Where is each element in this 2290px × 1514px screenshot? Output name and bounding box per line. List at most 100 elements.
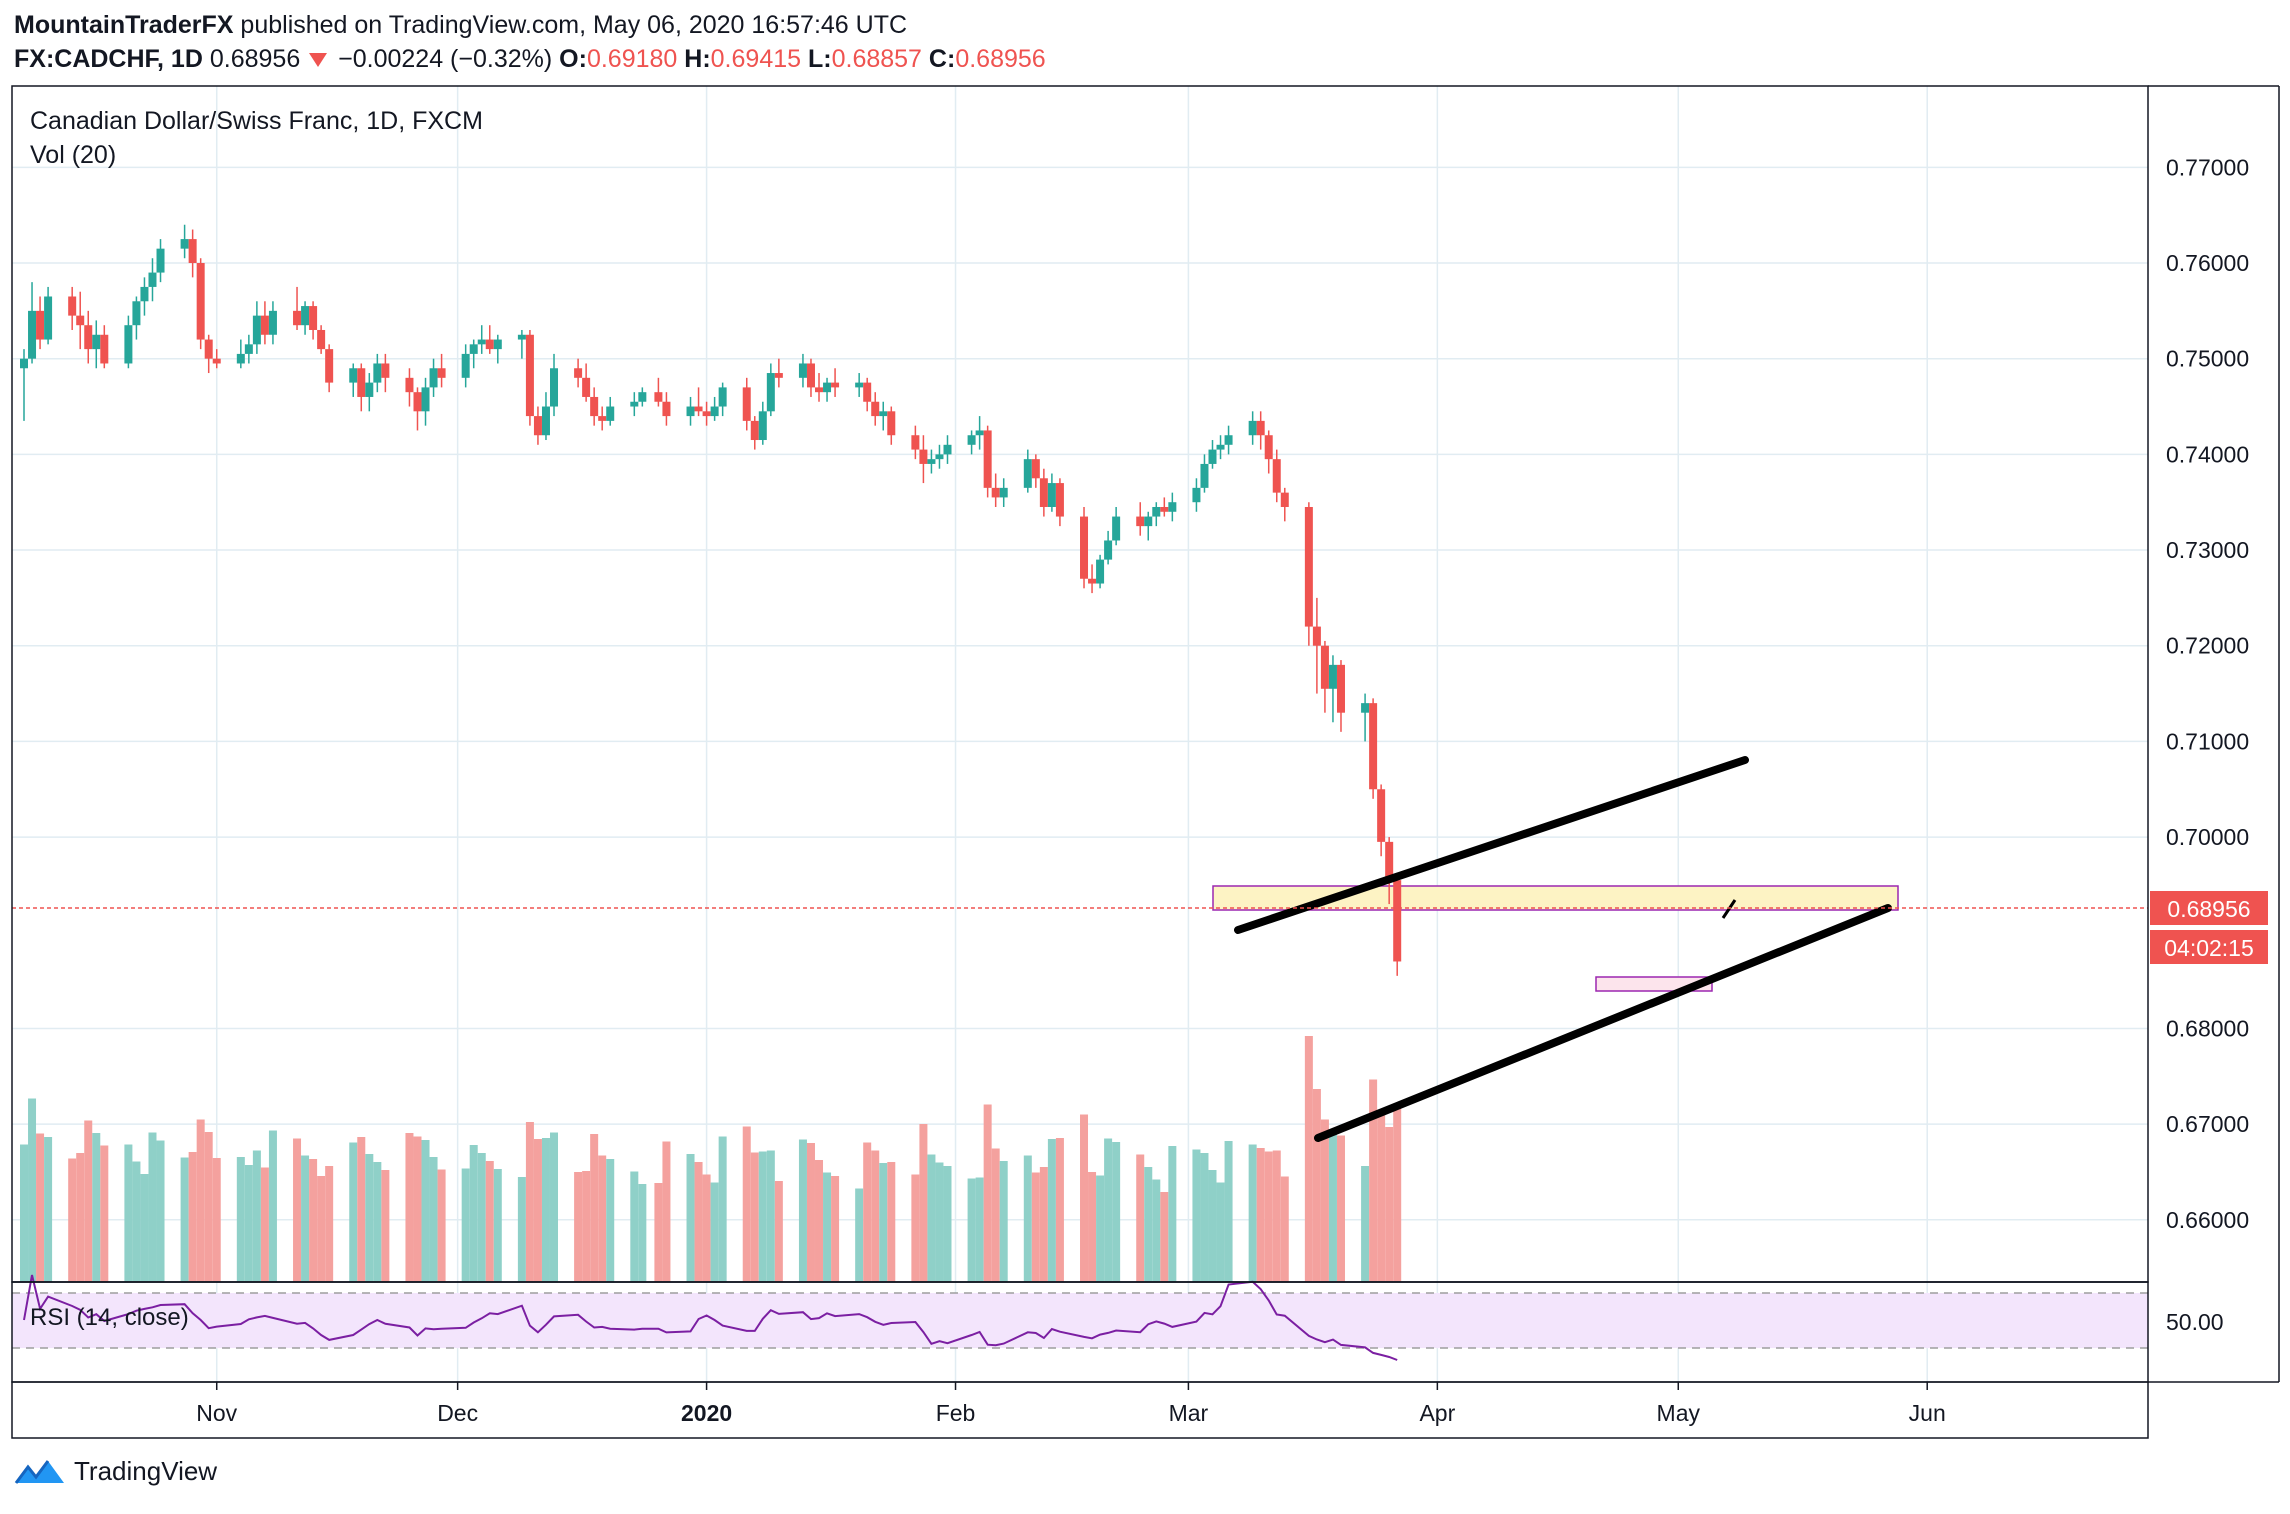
candle-body[interactable] bbox=[1248, 420, 1257, 436]
candle-body[interactable] bbox=[855, 382, 864, 388]
candle-body[interactable] bbox=[1224, 435, 1233, 445]
candle-body[interactable] bbox=[1336, 664, 1345, 713]
footer-brand[interactable]: TradingView bbox=[14, 1456, 217, 1487]
candle-body[interactable] bbox=[92, 334, 101, 350]
candle-body[interactable] bbox=[405, 377, 414, 393]
candle-body[interactable] bbox=[180, 239, 189, 249]
candle-body[interactable] bbox=[999, 487, 1008, 498]
candle-body[interactable] bbox=[260, 315, 269, 335]
candle-body[interactable] bbox=[437, 368, 446, 378]
candle-body[interactable] bbox=[204, 339, 213, 359]
candle-body[interactable] bbox=[863, 382, 872, 402]
time-axis[interactable]: Nov Dec 2020 Feb Mar Apr May Jun bbox=[196, 1382, 1946, 1426]
candle-body[interactable] bbox=[44, 296, 53, 340]
candle-body[interactable] bbox=[132, 301, 141, 326]
candle-body[interactable] bbox=[365, 382, 374, 397]
candle-body[interactable] bbox=[236, 353, 245, 364]
candle-body[interactable] bbox=[887, 411, 896, 436]
candle-body[interactable] bbox=[485, 339, 494, 350]
candle-body[interactable] bbox=[943, 444, 952, 455]
candle-body[interactable] bbox=[686, 406, 695, 417]
candle-body[interactable] bbox=[1385, 841, 1394, 881]
author-name[interactable]: MountainTraderFX bbox=[14, 11, 234, 39]
candle-body[interactable] bbox=[1031, 459, 1040, 479]
candle-body[interactable] bbox=[317, 329, 326, 350]
candle-body[interactable] bbox=[1047, 483, 1056, 507]
candle-body[interactable] bbox=[927, 459, 936, 464]
candle-body[interactable] bbox=[1096, 559, 1105, 584]
candle-body[interactable] bbox=[525, 334, 534, 417]
candle-body[interactable] bbox=[815, 387, 824, 393]
candle-body[interactable] bbox=[919, 449, 928, 464]
candle-body[interactable] bbox=[1393, 880, 1402, 962]
candle-body[interactable] bbox=[975, 430, 984, 436]
candle-body[interactable] bbox=[477, 339, 486, 345]
candle-body[interactable] bbox=[148, 272, 157, 287]
candle-body[interactable] bbox=[742, 387, 751, 421]
candle-body[interactable] bbox=[517, 334, 526, 340]
candle-body[interactable] bbox=[413, 392, 422, 412]
candle-body[interactable] bbox=[1361, 703, 1370, 713]
candle-body[interactable] bbox=[325, 349, 334, 383]
candle-body[interactable] bbox=[798, 363, 807, 378]
candle-body[interactable] bbox=[582, 377, 591, 397]
candle-body[interactable] bbox=[574, 368, 583, 378]
candle-body[interactable] bbox=[28, 310, 37, 359]
candle-body[interactable] bbox=[140, 286, 149, 302]
candle-body[interactable] bbox=[598, 416, 607, 421]
candle-body[interactable] bbox=[1023, 459, 1032, 488]
candle-body[interactable] bbox=[1144, 516, 1153, 527]
candle-body[interactable] bbox=[293, 310, 302, 326]
candle-body[interactable] bbox=[831, 382, 840, 388]
candle-body[interactable] bbox=[630, 401, 639, 407]
candle-body[interactable] bbox=[1312, 626, 1321, 646]
candle-body[interactable] bbox=[124, 325, 133, 364]
price-axis[interactable]: 0.77000 0.76000 0.75000 0.74000 0.73000 0.720… bbox=[2166, 154, 2249, 1232]
channel-lower-line[interactable] bbox=[1314, 904, 1892, 1142]
candle-body[interactable] bbox=[590, 396, 599, 417]
candle-body[interactable] bbox=[1369, 703, 1378, 790]
candle-body[interactable] bbox=[606, 406, 615, 421]
candle-body[interactable] bbox=[1192, 487, 1201, 503]
candle-body[interactable] bbox=[357, 368, 366, 397]
candle-body[interactable] bbox=[1272, 459, 1281, 493]
candle-body[interactable] bbox=[550, 368, 559, 407]
candle-body[interactable] bbox=[1208, 449, 1217, 464]
candle-body[interactable] bbox=[84, 325, 93, 350]
candle-body[interactable] bbox=[967, 435, 976, 445]
candle-body[interactable] bbox=[469, 344, 478, 354]
candle-body[interactable] bbox=[421, 387, 430, 412]
candle-body[interactable] bbox=[758, 411, 767, 441]
candle-body[interactable] bbox=[654, 392, 663, 402]
candle-body[interactable] bbox=[1104, 540, 1113, 560]
candle-body[interactable] bbox=[1080, 516, 1089, 579]
candle-body[interactable] bbox=[212, 358, 221, 364]
candle-body[interactable] bbox=[710, 406, 719, 417]
candle-body[interactable] bbox=[461, 353, 470, 378]
candle-body[interactable] bbox=[1088, 578, 1097, 584]
candle-body[interactable] bbox=[638, 392, 647, 402]
candle-body[interactable] bbox=[702, 411, 711, 417]
candle-body[interactable] bbox=[1280, 492, 1289, 507]
candle-body[interactable] bbox=[1152, 506, 1161, 517]
candle-body[interactable] bbox=[188, 239, 197, 264]
candle-body[interactable] bbox=[156, 248, 165, 273]
candle-body[interactable] bbox=[76, 315, 85, 326]
candle-body[interactable] bbox=[196, 263, 205, 340]
candle-body[interactable] bbox=[244, 344, 253, 354]
candle-body[interactable] bbox=[1377, 789, 1386, 842]
candle-body[interactable] bbox=[301, 306, 310, 326]
candle-body[interactable] bbox=[871, 401, 880, 417]
candle-body[interactable] bbox=[268, 310, 277, 335]
candle-body[interactable] bbox=[766, 373, 775, 412]
candle-body[interactable] bbox=[373, 363, 382, 383]
candle-body[interactable] bbox=[879, 411, 888, 417]
candle-body[interactable] bbox=[806, 363, 815, 388]
candle-body[interactable] bbox=[718, 387, 727, 407]
candle-body[interactable] bbox=[1039, 478, 1048, 507]
candle-body[interactable] bbox=[911, 435, 920, 450]
candle-body[interactable] bbox=[991, 487, 1000, 498]
candle-body[interactable] bbox=[1112, 516, 1121, 541]
candle-body[interactable] bbox=[533, 416, 542, 436]
